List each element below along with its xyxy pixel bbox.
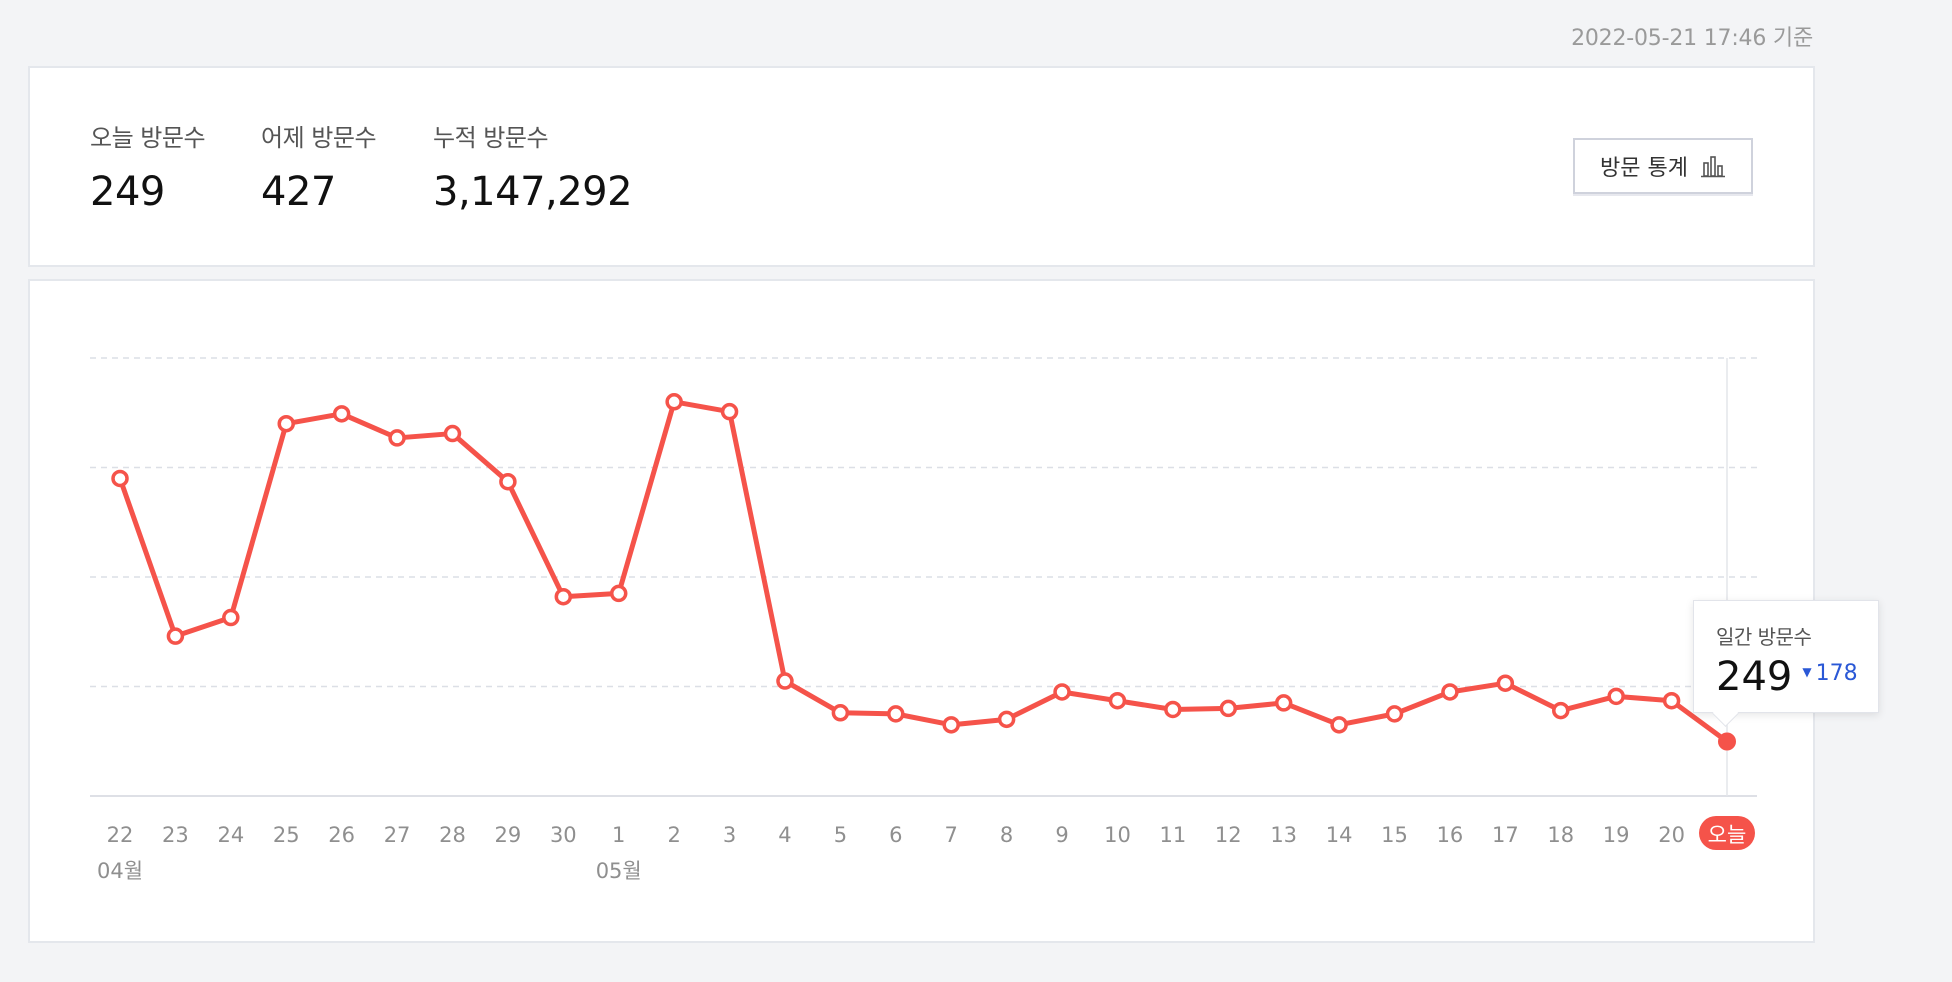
x-tick-label: 22 bbox=[107, 823, 134, 847]
total-visits-label: 누적 방문수 bbox=[433, 124, 549, 152]
series-line bbox=[117, 399, 1730, 744]
x-tick-label: 3 bbox=[723, 823, 736, 847]
tooltip-label: 일간 방문수 bbox=[1716, 625, 1812, 649]
x-tick-label: 14 bbox=[1326, 823, 1353, 847]
data-point[interactable] bbox=[720, 402, 739, 421]
data-point[interactable] bbox=[332, 405, 351, 423]
month-label: 05월 bbox=[596, 859, 642, 883]
x-tick-label: 4 bbox=[778, 823, 791, 847]
x-tick-label: 6 bbox=[889, 823, 902, 847]
x-tick-label: 8 bbox=[1000, 823, 1013, 847]
x-tick-label: 30 bbox=[550, 823, 577, 847]
visit-stats-button[interactable]: 방문 통계 bbox=[1573, 138, 1753, 194]
data-point[interactable] bbox=[665, 393, 683, 411]
x-tick-label: 9 bbox=[1055, 823, 1068, 847]
data-point[interactable] bbox=[1108, 691, 1127, 710]
x-tick-label: 13 bbox=[1270, 823, 1297, 847]
x-tick-label: 19 bbox=[1603, 823, 1630, 847]
x-tick-label: 7 bbox=[945, 823, 958, 847]
x-tick-label: 11 bbox=[1159, 823, 1186, 847]
data-point[interactable] bbox=[1607, 687, 1625, 706]
daily-visits-chart-panel: 22 23 24 25 26 27 28 29 30 1 2 3 4 5 6 7 8 9 10 11 12 13 14 15 1… bbox=[28, 279, 1879, 943]
x-tick-label: 27 bbox=[384, 823, 411, 847]
visitor-stats-panel: 오늘 방문수 249 어제 방문수 427 누적 방문수 3,147,292 방… bbox=[28, 66, 1815, 267]
yesterday-visits-value: 427 bbox=[261, 169, 336, 215]
data-point[interactable] bbox=[1441, 683, 1459, 701]
data-point[interactable] bbox=[1053, 683, 1071, 701]
visit-stats-button-label: 방문 통계 bbox=[1600, 156, 1688, 181]
data-point[interactable] bbox=[277, 414, 295, 433]
tooltip-delta-value: 178 bbox=[1815, 661, 1858, 686]
daily-visits-chart: 22 23 24 25 26 27 28 29 30 1 2 3 4 5 6 7 8 9 10 11 12 13 14 15 1… bbox=[90, 357, 1757, 883]
x-tick-label: 2 bbox=[667, 823, 680, 847]
data-point[interactable] bbox=[1662, 691, 1681, 710]
data-point[interactable] bbox=[942, 716, 960, 734]
data-point[interactable] bbox=[1496, 674, 1515, 692]
timestamp: 2022-05-21 17:46 기준 bbox=[1571, 26, 1813, 51]
x-tick-label: 16 bbox=[1437, 823, 1464, 847]
x-tick-label: 10 bbox=[1104, 823, 1131, 847]
x-tick-label: 25 bbox=[273, 823, 300, 847]
today-visits-label: 오늘 방문수 bbox=[90, 124, 206, 152]
x-tick-label: 29 bbox=[495, 823, 522, 847]
data-point[interactable] bbox=[887, 705, 905, 723]
data-point[interactable] bbox=[1552, 701, 1570, 720]
bar-chart-icon bbox=[1700, 154, 1726, 178]
data-point[interactable] bbox=[499, 472, 517, 491]
data-point[interactable] bbox=[166, 627, 185, 645]
data-point[interactable] bbox=[776, 672, 794, 690]
x-tick-label: 28 bbox=[439, 823, 466, 847]
data-point[interactable] bbox=[609, 584, 628, 603]
month-label: 04월 bbox=[97, 859, 143, 883]
stat-today: 오늘 방문수 249 bbox=[90, 118, 206, 215]
data-point[interactable] bbox=[222, 608, 240, 627]
data-point[interactable] bbox=[1219, 699, 1238, 718]
data-point[interactable] bbox=[1330, 716, 1348, 734]
tooltip-delta: ▼ 178 bbox=[1802, 661, 1857, 686]
data-point[interactable] bbox=[554, 587, 573, 606]
stat-yesterday: 어제 방문수 427 bbox=[261, 118, 377, 215]
x-tick-label: 24 bbox=[217, 823, 244, 847]
data-point[interactable] bbox=[1164, 700, 1182, 719]
data-point[interactable] bbox=[1274, 694, 1293, 712]
x-tick-label: 15 bbox=[1381, 823, 1408, 847]
data-point[interactable] bbox=[388, 429, 406, 447]
data-point[interactable] bbox=[111, 469, 129, 488]
x-tick-label: 17 bbox=[1492, 823, 1519, 847]
today-visits-value: 249 bbox=[90, 169, 165, 215]
triangle-down-icon: ▼ bbox=[1802, 665, 1812, 679]
data-point[interactable] bbox=[1718, 732, 1736, 751]
data-point[interactable] bbox=[997, 710, 1016, 729]
tooltip-value: 249 bbox=[1716, 654, 1793, 700]
data-point[interactable] bbox=[831, 704, 850, 722]
data-point[interactable] bbox=[1385, 705, 1404, 723]
x-tick-label: 23 bbox=[162, 823, 189, 847]
x-tick-label: 5 bbox=[834, 823, 847, 847]
x-tick-label: 오늘 bbox=[1708, 823, 1747, 847]
x-tick-label: 1 bbox=[612, 823, 625, 847]
x-tick-label: 26 bbox=[328, 823, 355, 847]
stat-total: 누적 방문수 3,147,292 bbox=[433, 118, 633, 215]
x-tick-label: 20 bbox=[1658, 823, 1685, 847]
x-tick-label: 12 bbox=[1215, 823, 1242, 847]
x-tick-label: 18 bbox=[1547, 823, 1574, 847]
total-visits-value: 3,147,292 bbox=[433, 169, 633, 215]
yesterday-visits-label: 어제 방문수 bbox=[261, 124, 377, 152]
data-point[interactable] bbox=[443, 424, 462, 443]
daily-visits-tooltip: 일간 방문수 249 ▼ 178 bbox=[1693, 600, 1879, 727]
today-badge bbox=[1699, 816, 1755, 850]
